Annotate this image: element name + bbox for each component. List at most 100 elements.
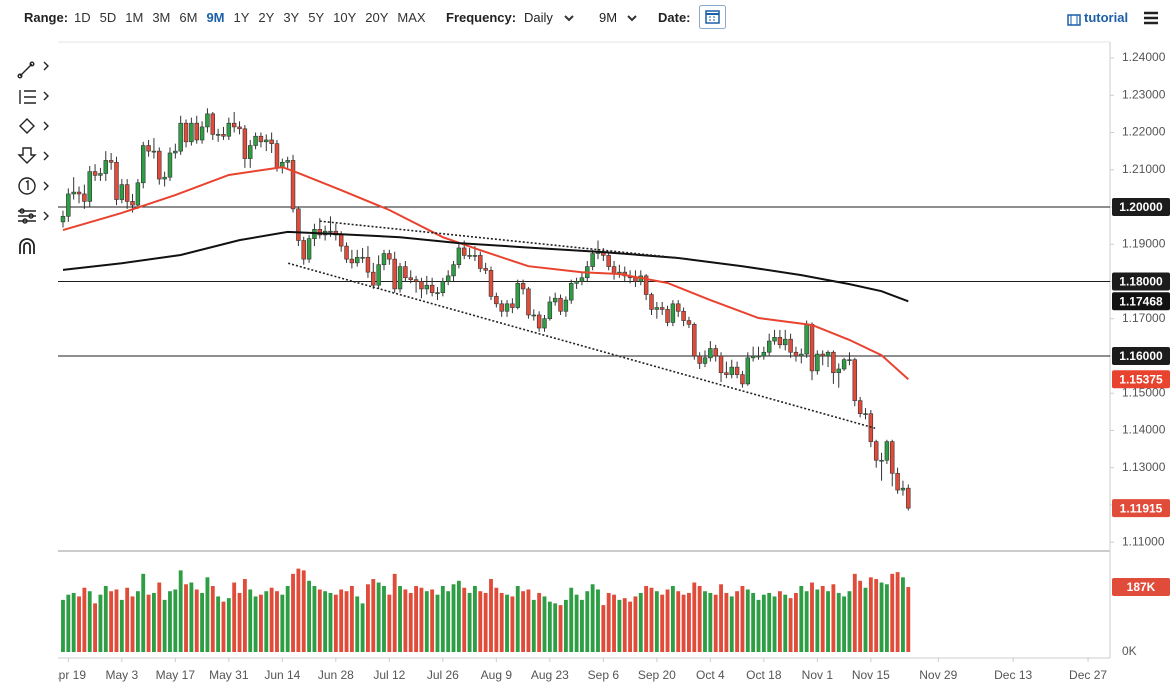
fib-tool[interactable] [19,90,49,104]
candle-body [285,160,290,163]
candle-body [520,283,526,290]
candle-body [210,113,216,135]
range-button[interactable]: 2Y [258,10,275,25]
candle-body [328,230,333,233]
range-button[interactable]: 3M [152,10,171,25]
range-button[interactable]: 1Y [233,10,250,25]
volume-bar [761,594,766,652]
volume-bar [847,591,852,652]
candle-body [857,400,863,414]
candle-body [306,238,312,260]
line-tool[interactable] [17,61,49,79]
candle-body [804,324,809,355]
calendar-button[interactable] [699,5,726,29]
candle-body [419,281,424,290]
candle-body [483,268,488,271]
volume-bar [585,591,590,652]
arrow-tool[interactable] [17,147,49,164]
volume-bar [275,591,279,652]
candle-body [724,372,729,375]
candle-body [809,324,815,372]
range-button[interactable]: 1M [125,10,144,25]
volume-bar [868,577,873,652]
volume-bar [596,589,600,652]
candle-body [114,161,119,200]
volume-bar [777,591,782,652]
volume-bar [435,594,440,652]
volume-bar [312,586,317,652]
candle-body [82,193,87,202]
menu-button[interactable] [1143,11,1159,25]
price-tag-label: 1.20000 [1119,200,1163,214]
candle-body [574,281,579,284]
price-panel [58,108,1110,511]
range-button[interactable]: 5D [99,10,117,25]
volume-bar [467,592,472,652]
volume-bar [799,586,804,652]
volume-bar [713,594,718,652]
chevron [627,15,637,22]
x-axis: Apr 19 May 3 May 17 May 31 Jun 14 Jun 28 Jul 1… [58,668,1107,682]
tutorial-link[interactable]: tutorial [1084,10,1129,25]
volume-bar [510,596,515,652]
volume-bar [590,584,595,652]
volume-bar [216,596,221,652]
range-button[interactable]: 10Y [333,10,357,25]
volume-bar [173,589,178,652]
x-tick-label: Sep 20 [638,668,676,682]
y-tick-label: 1.24000 [1122,50,1166,64]
frequency-select[interactable]: Daily [524,10,553,25]
period-select[interactable]: 9M [599,10,618,25]
x-tick-label: Aug 23 [531,668,569,682]
volume-bar [119,599,124,652]
candle-body [793,351,799,357]
tutorial-icon[interactable] [1067,14,1081,26]
settings-tool[interactable] [18,208,49,224]
volume-bar [654,591,659,652]
volume-bar [820,586,825,652]
trendline [319,220,691,260]
volume-bar [884,584,889,652]
range-button[interactable]: 20Y [365,10,389,25]
candle-body [269,139,274,144]
candle-body [702,357,708,364]
magnet-tool[interactable] [19,238,35,254]
price-tag [1112,197,1170,216]
volume-bar [489,579,493,652]
volume-bar [392,573,397,652]
price-tag [1112,272,1170,291]
candle-body [194,122,199,141]
price-tag-label: 1.11915 [1120,501,1163,515]
candle-body [301,240,306,260]
range-button[interactable]: 9M [206,10,225,25]
y-tick-label: 1.15000 [1122,385,1166,399]
volume-bar [772,596,777,652]
candle-body [231,122,237,128]
shape-tool[interactable] [19,118,49,134]
candle-body [71,191,76,195]
candle-body [87,171,92,202]
volume-bar [339,589,344,652]
range-button[interactable]: 1D [74,10,91,25]
label-tool[interactable] [18,177,49,195]
candle-body [440,281,446,293]
volume-bar [531,599,536,652]
candle-body [98,173,103,176]
y-tick-label: 1.21000 [1122,162,1166,176]
candle-body [766,340,772,353]
price-tag-label: 1.18000 [1119,275,1163,289]
candle-body [633,277,638,282]
volume-bar [612,594,616,652]
candle-body [729,366,734,375]
price-tag [1112,578,1170,597]
volume-bar [836,592,841,652]
range-button[interactable]: MAX [397,10,426,25]
range-button[interactable]: 5Y [308,10,325,25]
volume-bar [451,584,456,652]
candle-body [424,284,430,290]
range-button[interactable]: 3Y [283,10,300,25]
candle-body [130,201,135,206]
range-button[interactable]: 6M [179,10,198,25]
candle-body [108,160,114,163]
volume-bar [168,591,172,652]
